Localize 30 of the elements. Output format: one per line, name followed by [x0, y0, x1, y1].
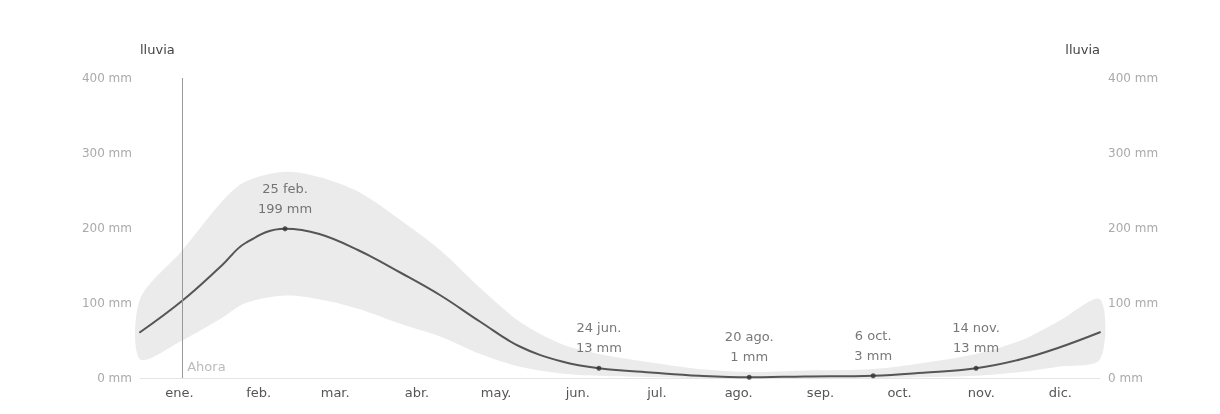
x-tick-label: may.	[480, 385, 512, 400]
annotation: 6 oct. 3 mm	[854, 327, 893, 363]
y2-tick-label: 0 mm	[1108, 371, 1143, 385]
y-axis-title: lluvia	[140, 42, 175, 57]
x-tick-label: jul.	[646, 385, 667, 400]
x-tick-label: jun.	[564, 385, 590, 400]
y2-tick-label: 400 mm	[1108, 71, 1159, 85]
y-tick-label: 100 mm	[81, 296, 132, 310]
y-tick-label: 400 mm	[81, 71, 132, 85]
y2-tick-label: 200 mm	[1108, 221, 1159, 235]
x-tick-label: sep.	[806, 385, 835, 400]
x-tick-label: nov.	[967, 385, 995, 400]
x-tick-label: ago.	[724, 385, 753, 400]
y2-tick-label: 100 mm	[1108, 296, 1159, 310]
annotation: 24 jun. 13 mm	[575, 320, 622, 356]
x-tick-label: feb.	[246, 385, 272, 400]
y-tick-label: 0 mm	[97, 371, 132, 385]
x-tick-label: dic.	[1048, 385, 1073, 400]
y2-tick-label: 300 mm	[1108, 146, 1159, 160]
y-tick-label: 300 mm	[81, 146, 132, 160]
x-tick-label: mar.	[320, 385, 350, 400]
x-tick-label: abr.	[404, 385, 430, 400]
y2-axis-title: lluvia	[1065, 42, 1100, 57]
annotation: 14 nov. 13 mm	[952, 320, 1000, 356]
annotation: 25 feb. 199 mm	[257, 180, 313, 216]
x-tick-label: ene.	[165, 385, 194, 400]
ref-line-label: Ahora	[187, 359, 226, 374]
y-tick-label: 200 mm	[81, 221, 132, 235]
annotation: 20 ago. 1 mm	[724, 329, 774, 365]
x-tick-label: oct.	[887, 385, 912, 400]
